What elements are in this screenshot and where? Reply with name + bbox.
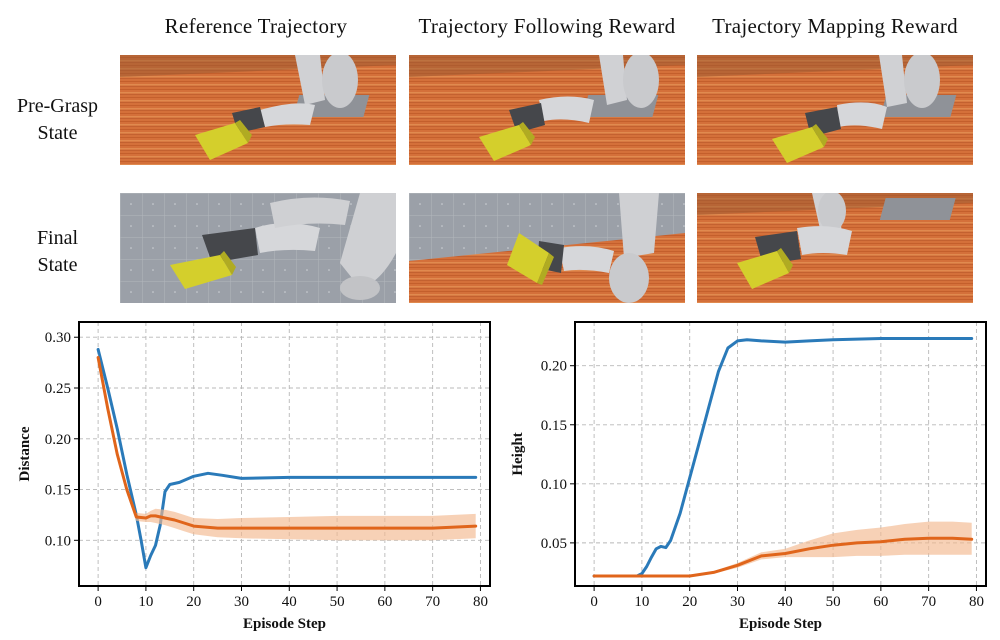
scene-following-final <box>409 193 685 303</box>
row-label-final: Final State <box>0 225 115 279</box>
series-line-1 <box>592 536 974 578</box>
y-axis-title: Distance <box>17 426 33 481</box>
x-axis-title: Episode Step <box>739 616 822 632</box>
y-tick-label: 0.20 <box>541 359 567 375</box>
x-tick-label: 50 <box>826 594 841 610</box>
x-tick-label: 80 <box>969 594 984 610</box>
x-tick-label: 40 <box>282 594 297 610</box>
column-title-following: Trajectory Following Reward <box>418 14 676 38</box>
x-tick-label: 40 <box>778 594 793 610</box>
plot-frame <box>78 321 491 587</box>
x-tick-label: 30 <box>234 594 249 610</box>
x-tick-label: 0 <box>94 594 102 610</box>
y-tick-label: 0.05 <box>541 536 567 552</box>
scene-reference-pregrasp <box>120 55 396 165</box>
plot-frame <box>574 321 987 587</box>
y-axis-title: Height <box>510 432 526 475</box>
scene-mapping-final <box>697 193 973 303</box>
row-label-final-line1: Final <box>36 227 79 249</box>
y-tick-label: 0.25 <box>45 381 71 397</box>
height-plot: 0 10 20 30 40 50 60 70 80 0.05 0.10 0.15 0.20 Episode… <box>510 321 987 632</box>
x-tick-label: 60 <box>873 594 888 610</box>
scene-mapping-pregrasp <box>697 55 973 165</box>
x-tick-label: 0 <box>590 594 598 610</box>
distance-plot: 0 10 20 30 40 50 60 70 80 0.10 0.15 0.20 0.25 0.30 Epi… <box>17 321 491 632</box>
y-tick-label: 0.30 <box>45 330 71 346</box>
x-tick-label: 10 <box>634 594 649 610</box>
x-tick-label: 10 <box>138 594 153 610</box>
column-title-reference: Reference Trajectory <box>164 14 348 38</box>
row-label-pregrasp: Pre-Grasp State <box>0 93 115 147</box>
series-band-1 <box>98 353 476 541</box>
y-tick-label: 0.10 <box>45 533 71 549</box>
column-title-mapping: Trajectory Mapping Reward <box>712 14 958 38</box>
x-tick-label: 70 <box>425 594 440 610</box>
y-tick-label: 0.10 <box>541 477 567 493</box>
y-tick-label: 0.15 <box>541 418 567 434</box>
x-tick-label: 70 <box>921 594 936 610</box>
x-tick-label: 20 <box>186 594 201 610</box>
row-label-final-line2: State <box>37 254 78 276</box>
series-line-1 <box>96 356 478 530</box>
row-label-pregrasp-line1: Pre-Grasp <box>16 95 99 117</box>
scene-reference-final <box>120 193 396 303</box>
y-tick-label: 0.20 <box>45 432 71 448</box>
y-tick-label: 0.15 <box>45 483 71 499</box>
row-label-pregrasp-line2: State <box>37 122 78 144</box>
series-band-1 <box>594 521 972 578</box>
scene-following-pregrasp <box>409 55 685 165</box>
x-tick-label: 80 <box>473 594 488 610</box>
x-tick-label: 20 <box>682 594 697 610</box>
x-axis-title: Episode Step <box>243 616 326 632</box>
series-line-0 <box>96 347 478 570</box>
x-tick-label: 50 <box>330 594 345 610</box>
series-line-0 <box>592 337 974 578</box>
x-tick-label: 30 <box>730 594 745 610</box>
x-tick-label: 60 <box>377 594 392 610</box>
